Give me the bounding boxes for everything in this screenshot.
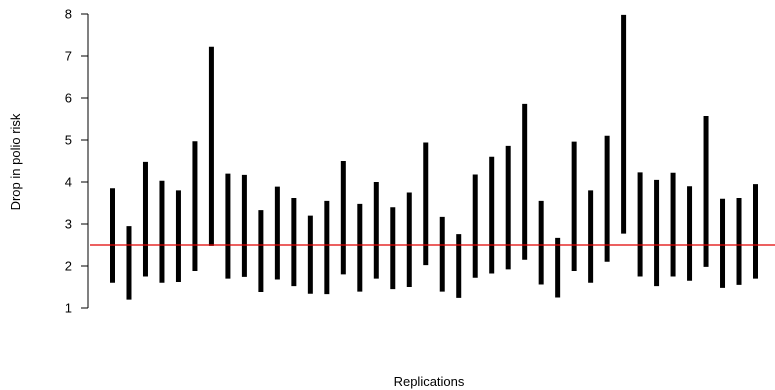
- y-tick-label: 1: [65, 301, 72, 316]
- y-tick-label: 8: [65, 7, 72, 22]
- y-tick-label: 3: [65, 217, 72, 232]
- y-axis-title: Drop in polio risk: [8, 113, 23, 210]
- y-tick-label: 5: [65, 133, 72, 148]
- y-tick-label: 6: [65, 91, 72, 106]
- y-tick-label: 2: [65, 259, 72, 274]
- y-tick-label: 4: [65, 175, 72, 190]
- interval-bars: [110, 14, 758, 300]
- y-axis: 1 2 3 4 5 6 7 8: [65, 7, 89, 316]
- x-axis-title: Replications: [394, 374, 465, 389]
- y-tick-label: 7: [65, 49, 72, 64]
